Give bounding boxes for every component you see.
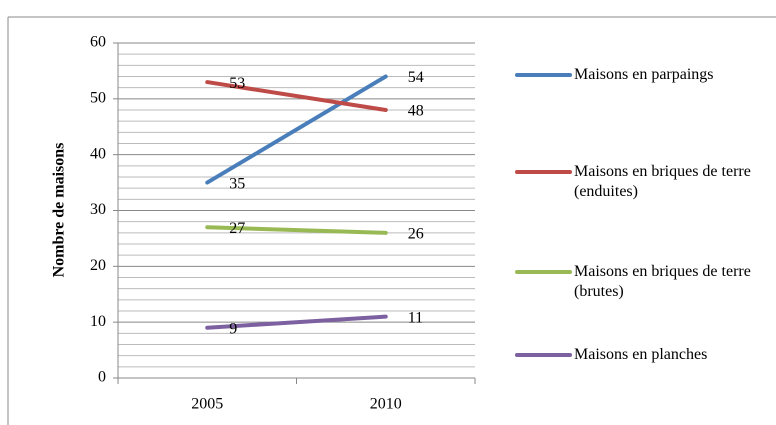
y-tick-label: 30 [90,201,106,218]
data-label: 27 [229,220,245,237]
data-label: 11 [408,309,423,326]
data-label: 48 [408,103,424,120]
data-label: 9 [229,320,237,337]
data-label: 54 [408,69,424,86]
y-tick-label: 10 [90,313,106,330]
data-label: 53 [229,75,245,92]
x-tick-label: 2010 [370,396,402,413]
data-label: 35 [229,175,245,192]
series-line [205,225,388,235]
legend-label: Maisons en briques de terre (enduites) [574,163,751,200]
legend-label: Maisons en parpaings [574,66,714,83]
y-tick-label: 60 [90,34,106,51]
legend-label: Maisons en briques de terre (brutes) [574,263,751,300]
series-line [205,314,388,330]
series-line [205,80,388,112]
y-tick-label: 20 [90,257,106,274]
y-tick-label: 50 [90,90,106,107]
x-tick-label: 2005 [191,396,223,413]
data-label: 26 [408,226,424,243]
y-tick-label: 0 [98,369,106,386]
y-axis-label: Nombre de maisons [51,143,68,278]
series-line [205,74,388,185]
legend-label: Maisons en planches [574,346,708,363]
y-tick-label: 40 [90,145,106,162]
